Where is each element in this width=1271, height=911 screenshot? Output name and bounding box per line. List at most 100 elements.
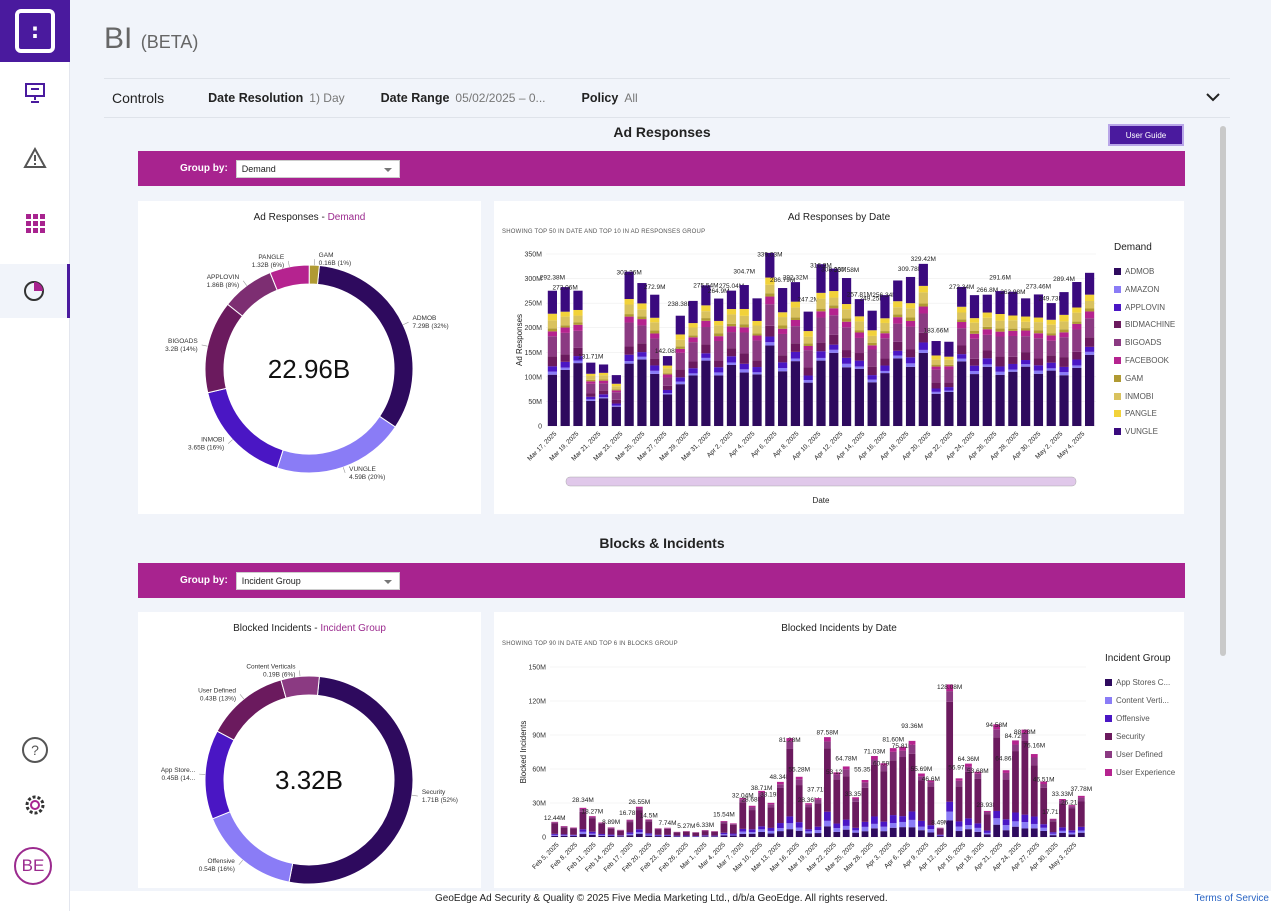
bar-data-label: 128.08M	[937, 684, 962, 691]
bar-segment	[551, 822, 559, 824]
bar-segment	[908, 819, 916, 828]
terms-link[interactable]: Terms of Service	[1194, 893, 1269, 904]
bar-data-label: 15.54M	[713, 811, 735, 818]
bar-segment	[995, 328, 1005, 332]
bar-segment	[1033, 370, 1044, 374]
bar-segment	[675, 348, 685, 353]
legend-item[interactable]: Security	[1105, 732, 1145, 741]
bar-segment	[852, 801, 859, 828]
legend-item[interactable]: PANGLE	[1114, 409, 1157, 418]
bar-segment	[547, 290, 557, 314]
bar-segment	[889, 827, 897, 837]
page-scrollbar[interactable]	[1220, 126, 1226, 656]
nav-apps[interactable]	[0, 196, 70, 250]
legend-item[interactable]: BIGOADS	[1114, 338, 1161, 347]
slice-name-label: Content Verticals	[246, 663, 296, 670]
beta-badge: (BETA)	[140, 32, 199, 52]
bar-segment	[675, 346, 685, 349]
bar-segment	[1077, 832, 1085, 837]
bar-segment	[1012, 826, 1019, 837]
legend-swatch	[1114, 268, 1121, 275]
incident-group-select[interactable]: Incident Group	[235, 571, 400, 590]
bar-segment	[918, 342, 928, 350]
bar-data-label: 87.58M	[817, 730, 839, 737]
bar-segment	[777, 781, 784, 785]
bar-segment	[752, 374, 762, 426]
bar-segment	[573, 330, 583, 348]
bar-segment	[645, 821, 653, 834]
legend-item[interactable]: Offensive	[1105, 714, 1150, 723]
nav-settings[interactable]	[0, 778, 70, 832]
legend-item[interactable]: APPLOVIN	[1114, 303, 1165, 312]
bar-segment	[662, 389, 673, 394]
bar-segment	[861, 831, 869, 837]
legend-item[interactable]: User Experience	[1105, 768, 1175, 777]
bar-data-label: 142.08M	[655, 348, 680, 355]
bar-data-label: 64.36M	[958, 756, 980, 763]
bar-segment	[854, 321, 864, 331]
bar-segment	[871, 828, 878, 837]
geoedge-logo[interactable]: :	[0, 0, 70, 62]
x-axis-label: Date	[813, 496, 830, 505]
chevron-down-icon[interactable]	[1206, 92, 1220, 102]
date-range-value[interactable]: 05/02/2025 – 0...	[455, 91, 546, 105]
legend-item[interactable]: VUNGLE	[1114, 427, 1158, 436]
user-guide-button[interactable]: User Guide	[1108, 124, 1184, 146]
legend-swatch	[1114, 428, 1121, 436]
legend-item[interactable]: User Defined	[1105, 750, 1163, 759]
legend-item[interactable]: GAM	[1114, 374, 1143, 383]
nav-help[interactable]: ?	[0, 723, 70, 777]
bar-segment	[880, 318, 890, 323]
blocks-bar-chart[interactable]: 0 30M 60M 90M 120M 150M Blocked Incidents 12.44…	[494, 612, 1184, 888]
bar-segment	[918, 263, 928, 286]
bar-segment	[777, 787, 784, 824]
controls-bar[interactable]: Controls Date Resolution 1) Day Date Ran…	[104, 78, 1230, 118]
bar-segment	[579, 834, 587, 837]
bar-segment	[974, 778, 982, 824]
bar-segment	[1021, 352, 1031, 361]
legend-item[interactable]: Content Verti...	[1105, 696, 1169, 705]
bar-segment	[729, 835, 737, 837]
bar-segment	[560, 332, 570, 355]
bar-segment	[1021, 741, 1029, 815]
bar-segment	[880, 358, 890, 366]
nav-bi[interactable]	[0, 264, 70, 318]
bar-data-label: 14.5M	[640, 813, 658, 820]
bar-segment	[899, 821, 907, 828]
legend-item[interactable]: BIDMACHINE	[1114, 320, 1175, 329]
bar-segment	[1068, 830, 1076, 833]
bar-segment	[1059, 329, 1069, 333]
demand-select[interactable]: Demand	[235, 159, 400, 178]
bar-segment	[1046, 370, 1056, 426]
bar-segment	[598, 375, 609, 380]
bar-segment	[983, 812, 991, 815]
bar-segment	[1002, 779, 1010, 820]
bar-segment	[833, 774, 841, 780]
bar-segment	[748, 829, 756, 833]
legend-item[interactable]: AMAZON	[1114, 285, 1159, 294]
policy-value[interactable]: All	[624, 91, 638, 105]
nav-alerts[interactable]	[0, 131, 70, 185]
bar-segment	[841, 357, 852, 364]
legend-item[interactable]: INMOBI	[1114, 392, 1153, 401]
legend-item[interactable]: App Stores C...	[1105, 678, 1170, 687]
date-resolution-value[interactable]: 1) Day	[309, 91, 345, 105]
bar-segment	[995, 374, 1005, 426]
legend-item[interactable]: FACEBOOK	[1114, 356, 1169, 365]
nav-dashboard[interactable]	[0, 66, 70, 120]
bar-data-label: 302.26M	[616, 269, 641, 276]
bar-segment	[1059, 800, 1066, 804]
bar-segment	[711, 831, 718, 836]
bar-segment	[814, 826, 822, 831]
bar-segment	[1008, 291, 1018, 316]
user-avatar[interactable]: BE	[14, 847, 52, 885]
legend-item[interactable]: ADMOB	[1114, 267, 1154, 276]
bar-segment	[551, 823, 559, 834]
bar-data-label: 249.25M	[860, 296, 885, 303]
bar-segment	[1030, 765, 1038, 817]
bar-segment	[1002, 830, 1010, 837]
bar-segment	[871, 756, 878, 760]
